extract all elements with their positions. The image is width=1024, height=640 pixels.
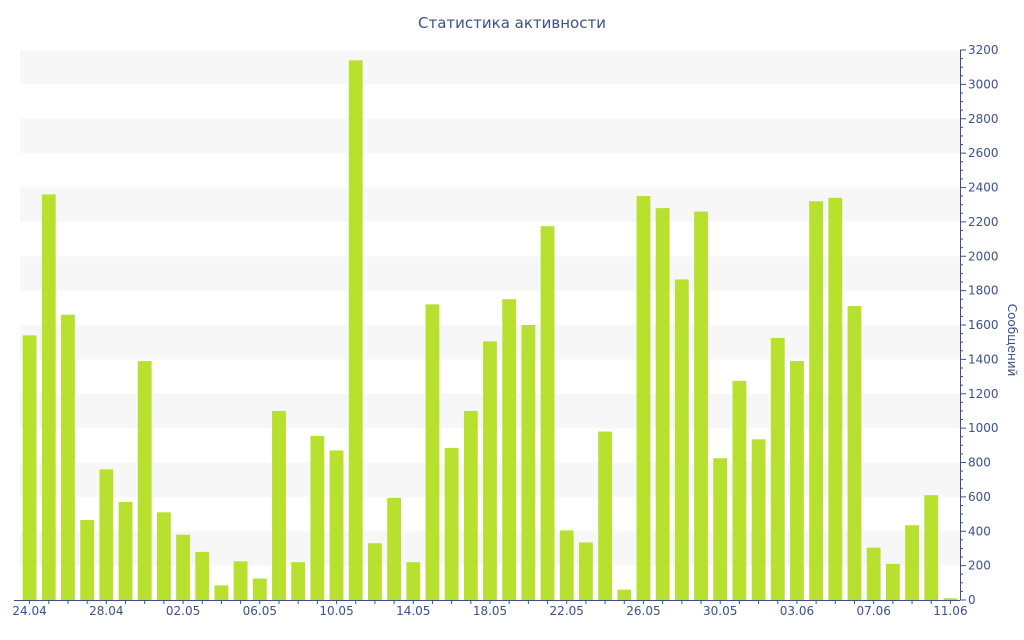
bar-03.05[interactable] — [195, 551, 210, 600]
x-tick-label: 22.05 — [550, 604, 584, 618]
x-tick-label: 26.05 — [626, 604, 660, 618]
bar-05.06[interactable] — [828, 197, 843, 600]
bar-04.05[interactable] — [214, 585, 229, 600]
bar-07.06[interactable] — [866, 547, 881, 600]
x-tick-label: 18.05 — [473, 604, 507, 618]
y-tick-label: 2200 — [968, 215, 999, 229]
x-axis-ticks: 24.04 28.04 02.05 06.05 10.05 14.05 18.05 22.05… — [12, 600, 968, 618]
y-tick-label: 2000 — [968, 249, 999, 263]
grid-band — [20, 187, 960, 222]
y-tick-label: 2800 — [968, 112, 999, 126]
bar-14.05[interactable] — [406, 562, 421, 600]
y-axis-label: Сообщений — [1005, 304, 1019, 377]
bar-15.05[interactable] — [425, 304, 440, 600]
y-tick-label: 2400 — [968, 181, 999, 195]
bar-30.04[interactable] — [137, 361, 152, 600]
grid-band — [20, 50, 960, 85]
bar-05.05[interactable] — [233, 561, 248, 600]
bar-04.06[interactable] — [809, 201, 824, 600]
bar-22.05[interactable] — [559, 530, 574, 600]
y-tick-label: 1000 — [968, 421, 999, 435]
bar-25.04[interactable] — [41, 194, 56, 600]
chart-title: Статистика активности — [418, 14, 606, 32]
bar-09.06[interactable] — [905, 525, 919, 600]
bar-21.05[interactable] — [540, 226, 555, 600]
bar-27.04[interactable] — [80, 520, 95, 600]
bar-26.04[interactable] — [61, 314, 75, 600]
bar-25.05[interactable] — [617, 589, 632, 600]
bar-27.05[interactable] — [655, 208, 670, 600]
bar-12.05[interactable] — [367, 543, 382, 600]
bar-17.05[interactable] — [463, 410, 478, 600]
x-tick-label: 02.05 — [166, 604, 200, 618]
bar-07.05[interactable] — [272, 410, 286, 600]
y-tick-label: 1600 — [968, 318, 999, 332]
bar-31.05[interactable] — [732, 380, 747, 600]
y-tick-label: 600 — [968, 490, 991, 504]
x-tick-label: 03.06 — [780, 604, 814, 618]
x-tick-label: 28.04 — [89, 604, 123, 618]
bar-06.06[interactable] — [847, 306, 862, 600]
bar-19.05[interactable] — [502, 299, 517, 600]
y-tick-label: 400 — [968, 524, 991, 538]
bar-28.04[interactable] — [99, 469, 114, 600]
bars-group — [22, 60, 958, 600]
bar-13.05[interactable] — [387, 497, 401, 600]
y-tick-label: 1400 — [968, 352, 999, 366]
y-tick-label: 800 — [968, 456, 991, 470]
x-tick-label: 10.05 — [319, 604, 353, 618]
y-tick-label: 0 — [968, 593, 976, 607]
bar-26.05[interactable] — [636, 196, 651, 600]
bar-02.06[interactable] — [770, 337, 785, 600]
bar-30.05[interactable] — [713, 458, 728, 600]
y-tick-label: 200 — [968, 559, 991, 573]
bar-11.05[interactable] — [348, 60, 363, 600]
bar-20.05[interactable] — [521, 325, 536, 600]
bar-10.06[interactable] — [924, 495, 939, 600]
bar-01.06[interactable] — [751, 439, 766, 600]
bar-16.05[interactable] — [444, 447, 459, 600]
x-tick-label: 24.04 — [12, 604, 46, 618]
bar-29.05[interactable] — [694, 211, 708, 600]
bar-29.04[interactable] — [118, 502, 133, 600]
bar-08.06[interactable] — [885, 563, 900, 600]
y-axis-ticks: 0 200 400 600 800 1000 1200 1400 1600 1800 2000 220… — [960, 43, 999, 607]
bar-23.05[interactable] — [579, 542, 593, 600]
x-tick-label: 07.06 — [856, 604, 890, 618]
y-tick-label: 2600 — [968, 146, 999, 160]
x-tick-label: 06.05 — [243, 604, 277, 618]
x-tick-label: 30.05 — [703, 604, 737, 618]
bar-01.05[interactable] — [156, 512, 171, 600]
bar-11.06[interactable] — [943, 598, 958, 600]
y-tick-label: 1800 — [968, 284, 999, 298]
bar-09.05[interactable] — [310, 435, 325, 600]
grid-band — [20, 118, 960, 154]
bar-06.05[interactable] — [252, 578, 267, 600]
x-tick-label: 11.06 — [933, 604, 967, 618]
y-tick-label: 3000 — [968, 77, 999, 91]
y-tick-label: 3200 — [968, 43, 999, 57]
grid-band — [20, 256, 960, 291]
bar-24.05[interactable] — [598, 431, 613, 600]
bar-24.04[interactable] — [22, 335, 37, 600]
bar-08.05[interactable] — [291, 562, 306, 600]
y-tick-label: 1200 — [968, 387, 999, 401]
bar-02.05[interactable] — [176, 534, 190, 600]
bar-03.06[interactable] — [790, 361, 804, 600]
x-tick-label: 14.05 — [396, 604, 430, 618]
bar-28.05[interactable] — [674, 279, 689, 600]
bar-18.05[interactable] — [483, 341, 497, 600]
bar-10.05[interactable] — [329, 450, 344, 600]
